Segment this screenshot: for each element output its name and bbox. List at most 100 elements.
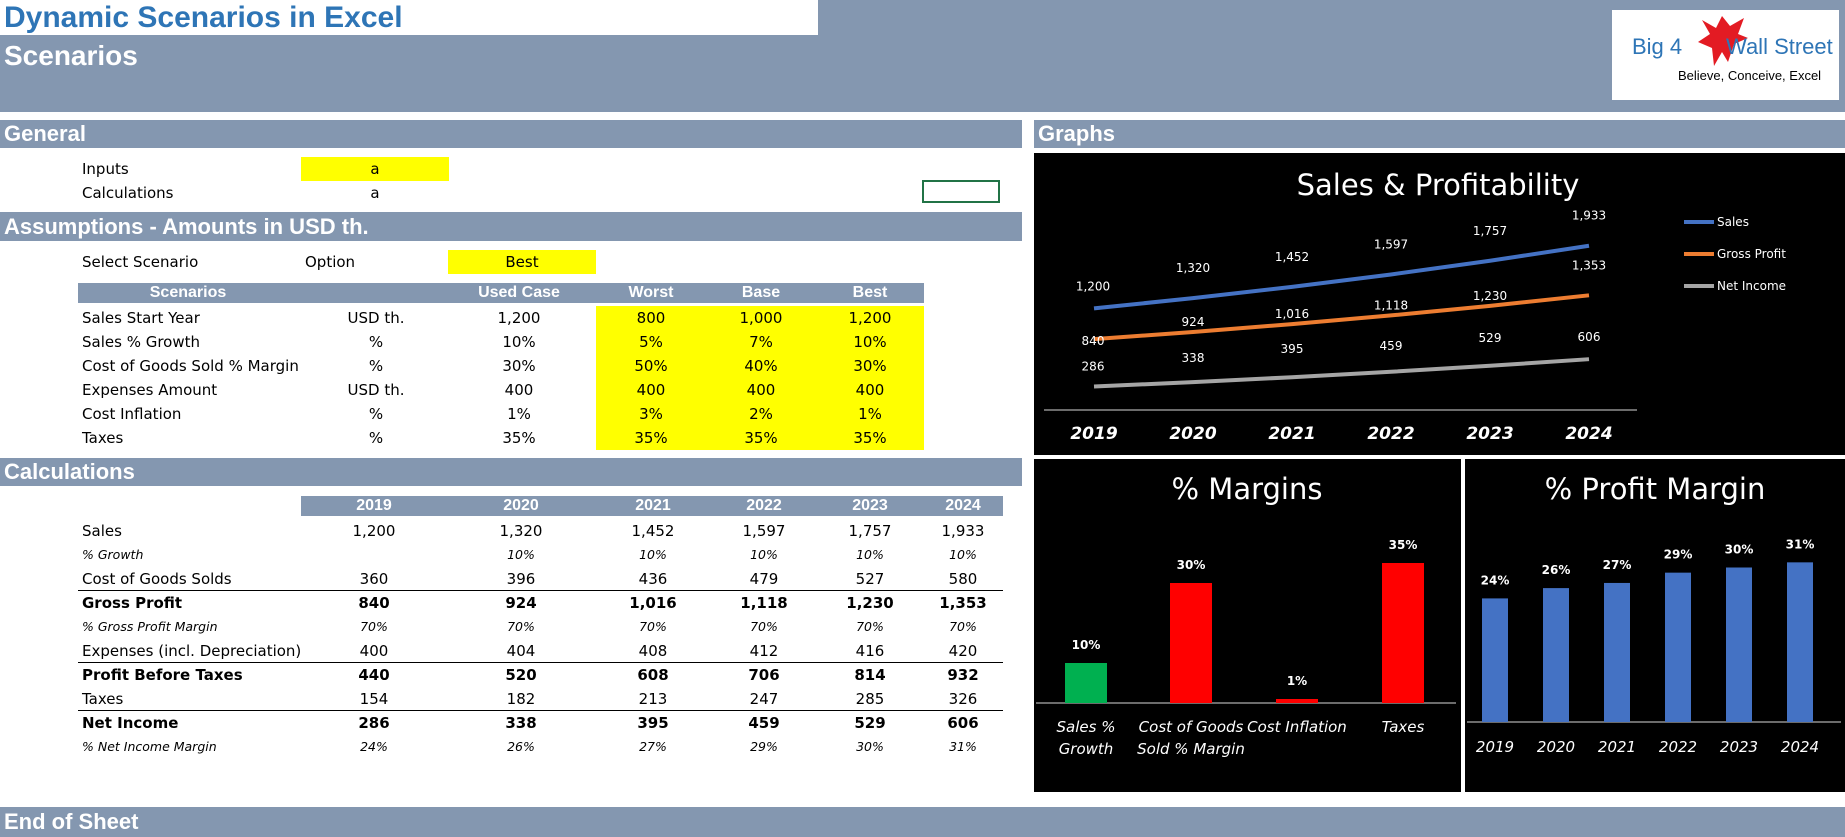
assumption-unit: USD th. xyxy=(347,381,405,399)
data-label: 27% xyxy=(1603,558,1632,572)
assumption-used: 1% xyxy=(507,405,531,423)
total-rule xyxy=(78,590,1003,591)
calc-cell: 247 xyxy=(749,690,779,708)
calc-row-label: % Growth xyxy=(82,547,144,562)
calc-cell: 395 xyxy=(637,714,669,732)
assumptions-header-row xyxy=(78,283,924,303)
calc-cell: 396 xyxy=(506,570,536,588)
assumption-base[interactable]: 35% xyxy=(744,429,778,447)
total-rule xyxy=(78,710,1003,711)
calc-cell: 70% xyxy=(949,619,977,634)
select-scenario-label: Select Scenario xyxy=(82,253,199,271)
calc-cell: 529 xyxy=(854,714,886,732)
data-label: 31% xyxy=(1786,537,1815,551)
calc-cell: 412 xyxy=(749,642,779,660)
data-label: 1,452 xyxy=(1275,250,1309,264)
calc-cell: 326 xyxy=(948,690,978,708)
assumption-used: 1,200 xyxy=(497,309,541,327)
calc-cell: 416 xyxy=(855,642,885,660)
calc-cell: 1,757 xyxy=(848,522,892,540)
assumption-label: Cost Inflation xyxy=(82,405,182,423)
calc-cell: 213 xyxy=(638,690,668,708)
assumption-worst[interactable]: 3% xyxy=(639,405,663,423)
calc-cell: 10% xyxy=(949,547,977,562)
x-tick-label: 2024 xyxy=(1565,424,1612,444)
bar xyxy=(1604,582,1630,722)
data-label: 1,200 xyxy=(1076,279,1110,293)
assumption-worst[interactable]: 400 xyxy=(636,381,666,399)
calc-cell: 1,200 xyxy=(352,522,396,540)
x-tick-label: 2020 xyxy=(1537,738,1575,756)
assumption-worst[interactable]: 50% xyxy=(634,357,668,375)
calc-cell: 1,452 xyxy=(631,522,675,540)
calc-row-label: % Gross Profit Margin xyxy=(82,619,218,634)
assumption-base[interactable]: 7% xyxy=(749,333,773,351)
x-tick-label: 2021 xyxy=(1598,738,1636,756)
assumption-best[interactable]: 400 xyxy=(855,381,885,399)
calc-cell: 479 xyxy=(749,570,779,588)
x-tick-label: 2022 xyxy=(1659,738,1697,756)
data-label: 1% xyxy=(1287,674,1307,688)
assumption-best[interactable]: 30% xyxy=(853,357,887,375)
assumption-base[interactable]: 400 xyxy=(746,381,776,399)
calc-cell: 608 xyxy=(637,666,669,684)
assumption-label: Sales Start Year xyxy=(82,309,200,327)
assumption-best[interactable]: 1% xyxy=(858,405,882,423)
x-tick-label: 2023 xyxy=(1720,738,1758,756)
calc-cell: 706 xyxy=(748,666,780,684)
scenario-select[interactable]: Best xyxy=(448,250,596,274)
assumption-worst[interactable]: 35% xyxy=(634,429,668,447)
assumption-unit: % xyxy=(368,357,384,375)
assumption-worst[interactable]: 5% xyxy=(639,333,663,351)
calc-cell: 70% xyxy=(360,619,388,634)
assumption-best[interactable]: 1,200 xyxy=(848,309,892,327)
total-rule xyxy=(78,662,1003,663)
data-label: 924 xyxy=(1182,315,1205,329)
calc-cell: 404 xyxy=(506,642,536,660)
data-label: 24% xyxy=(1481,573,1510,587)
assumption-worst[interactable]: 800 xyxy=(636,309,666,327)
assumption-base[interactable]: 1,000 xyxy=(739,309,783,327)
assumptions-header-base: Base xyxy=(741,284,781,301)
data-label: 338 xyxy=(1182,351,1205,365)
assumption-unit: USD th. xyxy=(347,309,405,327)
calc-row-label: Profit Before Taxes xyxy=(82,666,243,684)
assumption-label: Sales % Growth xyxy=(82,333,201,351)
calc-row-label: Cost of Goods Solds xyxy=(82,570,232,588)
x-tick-label: Sold % Margin xyxy=(1137,740,1245,758)
data-label: 29% xyxy=(1664,548,1693,562)
selected-cell[interactable] xyxy=(922,180,1000,203)
calc-cell: 154 xyxy=(359,690,389,708)
section-graphs: Graphs xyxy=(1034,120,1845,148)
bar xyxy=(1482,598,1508,722)
data-label: 1,353 xyxy=(1572,258,1606,272)
calc-cell: 10% xyxy=(856,547,884,562)
calc-cell: 1,597 xyxy=(742,522,786,540)
bar xyxy=(1726,567,1752,722)
logo-tagline: Believe, Conceive, Excel xyxy=(1678,68,1822,83)
data-label: 606 xyxy=(1578,330,1601,344)
calc-cell: 408 xyxy=(638,642,668,660)
assumption-used: 10% xyxy=(502,333,536,351)
calc-year-header: 2023 xyxy=(852,497,888,514)
assumption-base[interactable]: 40% xyxy=(744,357,778,375)
chart-title: % Margins xyxy=(1172,472,1323,506)
calc-year-header: 2020 xyxy=(503,497,539,514)
data-label: 529 xyxy=(1479,331,1502,345)
calc-cell: 1,230 xyxy=(846,594,894,612)
assumption-base[interactable]: 2% xyxy=(749,405,773,423)
section-calculations-label: Calculations xyxy=(4,459,135,484)
assumption-best[interactable]: 10% xyxy=(853,333,887,351)
assumption-used: 35% xyxy=(502,429,536,447)
assumptions-header-worst: Worst xyxy=(628,284,674,301)
calc-year-header: 2022 xyxy=(746,497,782,514)
calc-row-label: Taxes xyxy=(82,690,124,708)
calc-cell: 285 xyxy=(855,690,885,708)
calc-cell: 30% xyxy=(856,739,884,754)
bar xyxy=(1665,572,1691,722)
calc-cell: 24% xyxy=(360,739,388,754)
assumption-best[interactable]: 35% xyxy=(853,429,887,447)
general-inputs-value[interactable]: a xyxy=(301,157,449,181)
data-label: 840 xyxy=(1082,334,1105,348)
calc-row-label: Gross Profit xyxy=(82,594,183,612)
